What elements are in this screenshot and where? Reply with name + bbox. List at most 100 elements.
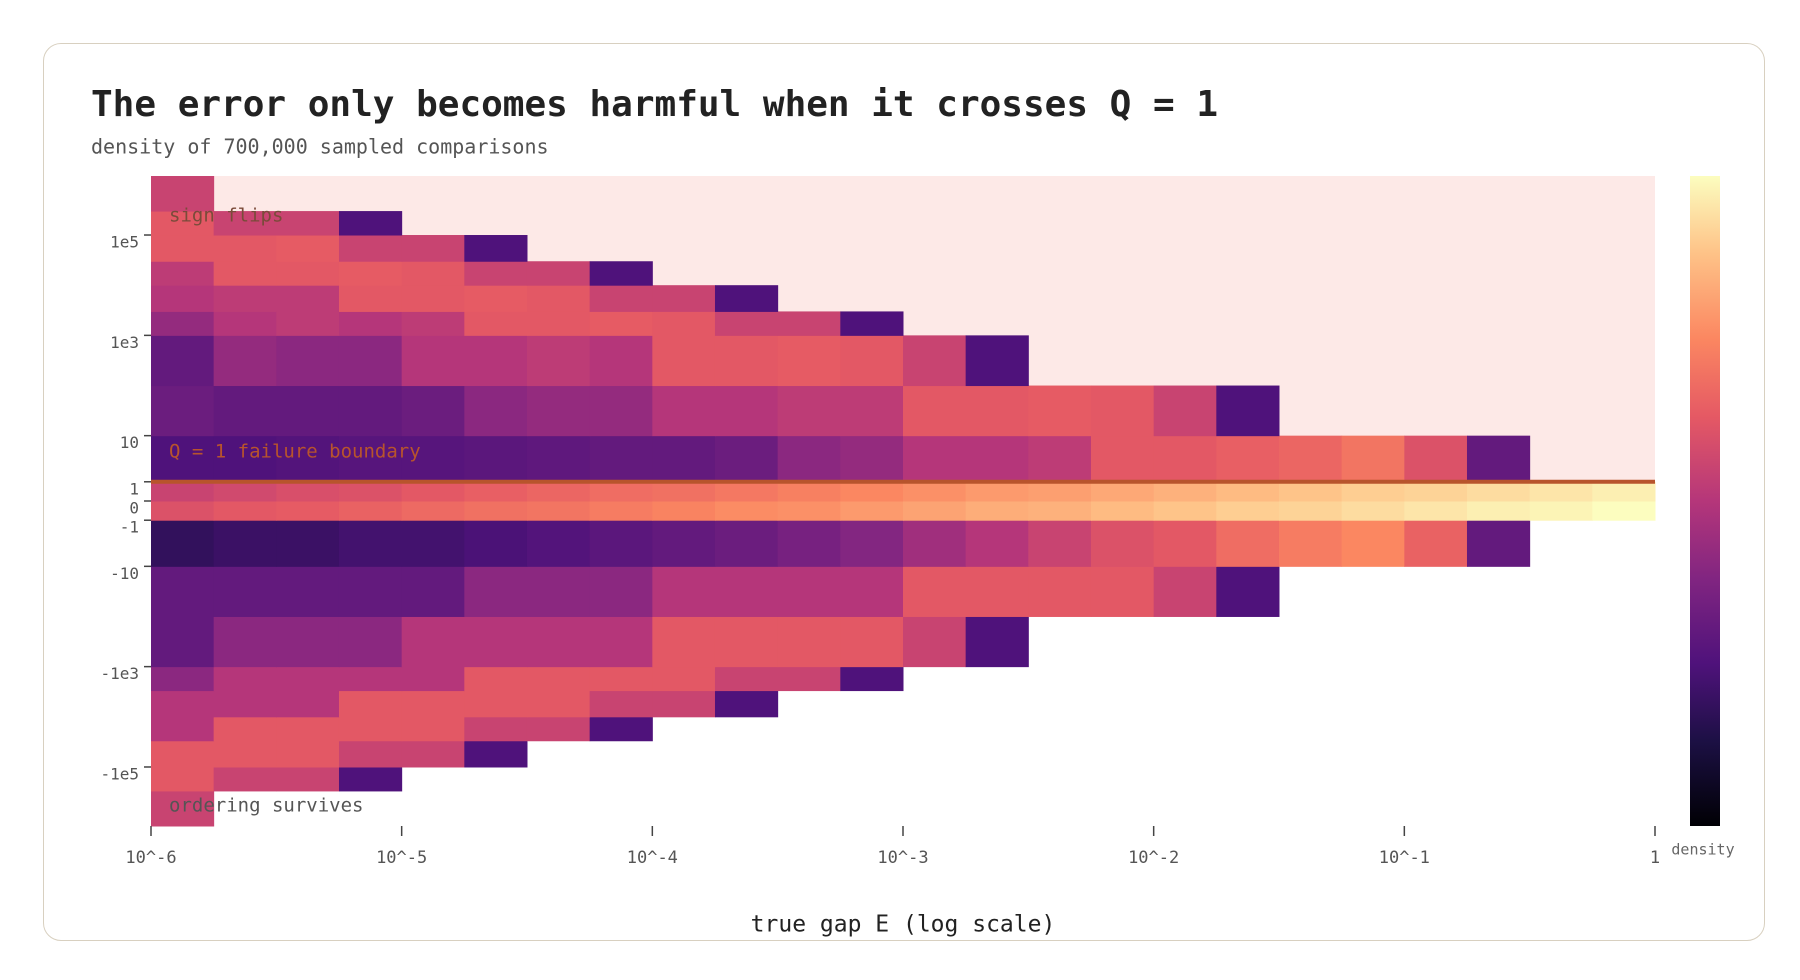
heat-cell xyxy=(903,520,967,567)
heat-cell xyxy=(151,176,215,212)
heat-cell xyxy=(401,435,465,483)
heat-cell xyxy=(526,311,591,336)
heat-cell xyxy=(965,335,1029,387)
heat-cell xyxy=(1028,566,1092,617)
heat-cell xyxy=(589,716,653,742)
heat-cell xyxy=(1466,520,1531,567)
heat-cell xyxy=(401,690,465,718)
x-tick-label: 10^-5 xyxy=(376,848,427,868)
heat-cell xyxy=(777,616,841,668)
heat-cell xyxy=(1404,481,1468,502)
x-tick-label: 10^-2 xyxy=(1128,848,1179,868)
heat-cell xyxy=(401,385,465,437)
heat-cell xyxy=(1278,501,1343,521)
heat-cell xyxy=(276,766,340,792)
heat-cell xyxy=(213,716,277,742)
heat-cell xyxy=(840,311,904,336)
heat-cell xyxy=(589,435,653,483)
heat-cell xyxy=(464,235,528,262)
heat-cell xyxy=(526,261,591,286)
heat-cell xyxy=(714,335,779,387)
heat-cell xyxy=(526,335,591,387)
heat-cell xyxy=(1278,520,1343,567)
heat-cell xyxy=(903,435,967,483)
heat-cell xyxy=(338,261,403,286)
heat-cell xyxy=(464,740,528,768)
heat-cell xyxy=(213,285,277,312)
heat-cell xyxy=(276,740,340,768)
heat-cell xyxy=(1028,481,1092,502)
heat-cell xyxy=(652,311,716,336)
annotation: ordering survives xyxy=(169,795,363,817)
heat-cell xyxy=(589,520,653,567)
heat-cell xyxy=(276,566,340,617)
heat-cell xyxy=(965,616,1029,668)
heat-cell xyxy=(213,501,277,521)
heat-cell xyxy=(213,690,277,718)
y-tick-label: -10 xyxy=(110,564,139,583)
heat-cell xyxy=(652,335,716,387)
heat-cell xyxy=(213,766,277,792)
heat-cell xyxy=(840,385,904,437)
heat-cell xyxy=(213,520,277,567)
heat-cell xyxy=(151,335,215,387)
heat-cell xyxy=(903,566,967,617)
heat-cell xyxy=(1592,481,1656,502)
y-tick-label: 1e5 xyxy=(110,233,139,252)
heat-cell xyxy=(151,790,215,827)
heat-cell xyxy=(714,285,779,312)
chart-title: The error only becomes harmful when it c… xyxy=(91,84,1218,125)
heat-cell xyxy=(213,385,277,437)
heat-cell xyxy=(213,211,277,236)
heat-cell xyxy=(1278,435,1343,483)
heat-cell xyxy=(151,520,215,567)
heat-cell xyxy=(965,566,1029,617)
heat-cell xyxy=(526,385,591,437)
heat-cell xyxy=(652,566,716,617)
heat-cell xyxy=(652,435,716,483)
heat-cell xyxy=(965,501,1029,521)
y-tick-label: -1 xyxy=(120,518,139,537)
heat-cell xyxy=(714,481,779,502)
heat-cell xyxy=(338,501,403,521)
heat-cell xyxy=(652,666,716,692)
y-tick-label: 1e3 xyxy=(110,333,139,352)
heat-cell xyxy=(151,235,215,262)
heat-cell xyxy=(338,716,403,742)
heat-cell xyxy=(589,666,653,692)
heat-cell xyxy=(526,435,591,483)
heat-cell xyxy=(401,261,465,286)
heat-cell xyxy=(589,566,653,617)
heat-cell xyxy=(777,335,841,387)
heat-cell xyxy=(401,235,465,262)
heat-cell xyxy=(1153,481,1217,502)
heat-cell xyxy=(1028,435,1092,483)
heat-cell xyxy=(777,520,841,567)
heat-cell xyxy=(777,501,841,521)
heat-cell xyxy=(1466,501,1531,521)
heat-cell xyxy=(1404,435,1468,483)
boundary-label: Q = 1 failure boundary xyxy=(169,440,421,462)
heat-cell xyxy=(714,690,779,718)
heat-cell xyxy=(338,335,403,387)
heat-cell xyxy=(401,566,465,617)
heat-cell xyxy=(1529,501,1593,521)
x-tick-label: 10^-4 xyxy=(627,848,678,868)
heat-cell xyxy=(1341,481,1405,502)
heat-cell xyxy=(276,481,340,502)
colorbar xyxy=(1690,176,1720,826)
heat-cell xyxy=(276,235,340,262)
heat-cell xyxy=(151,501,215,521)
heat-cell xyxy=(401,481,465,502)
heat-cell xyxy=(714,501,779,521)
heat-cell xyxy=(1090,435,1155,483)
heat-cell xyxy=(589,335,653,387)
heat-cell xyxy=(338,385,403,437)
heat-cell xyxy=(213,740,277,768)
heat-cell xyxy=(965,435,1029,483)
heat-cell xyxy=(1090,520,1155,567)
heat-cell xyxy=(840,566,904,617)
heat-cell xyxy=(777,481,841,502)
